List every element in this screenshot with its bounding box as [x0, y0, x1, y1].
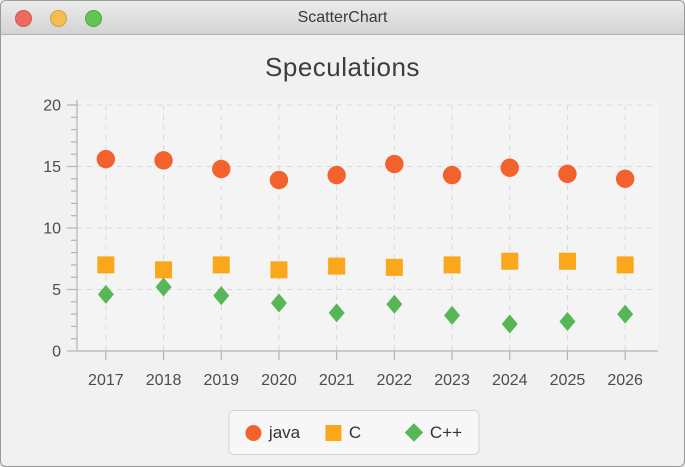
series-C: [97, 252, 634, 279]
circle-icon: [244, 424, 261, 441]
square-icon: [324, 424, 341, 441]
data-point-java-2023: [442, 165, 462, 185]
data-point-C++-2017: [97, 284, 114, 304]
zoom-button[interactable]: [85, 9, 102, 27]
data-point-java-2024: [500, 158, 519, 177]
gridlines: [77, 104, 654, 351]
scatter-plot: 0 5 10 15 20 2017 2018 2019 2020 2021 2022 2023 2024…: [43, 98, 658, 389]
y-tick-label: 0: [52, 344, 61, 361]
data-point-java-2020: [269, 170, 289, 190]
series-java: [96, 149, 635, 190]
x-tick-label: 2022: [377, 372, 413, 389]
y-tick-label: 15: [43, 159, 61, 176]
x-tick-label: 2026: [607, 372, 643, 389]
plot-area: [77, 101, 658, 351]
x-tick-label: 2019: [203, 372, 239, 389]
data-point-java-2018: [154, 151, 173, 170]
data-point-C-2020: [270, 261, 288, 279]
legend-label: C: [348, 422, 362, 442]
window-titlebar[interactable]: ScatterChart: [1, 1, 684, 35]
x-tick-label: 2018: [146, 372, 182, 389]
data-point-java-2025: [558, 164, 577, 184]
legend-item-java: java: [244, 422, 321, 443]
x-tick-label: 2024: [492, 372, 528, 389]
x-tick-label: 2017: [88, 372, 124, 389]
chart-legend: java C C++: [227, 410, 480, 455]
data-point-C-2026: [616, 256, 634, 274]
data-point-java-2017: [96, 149, 116, 169]
legend-item-C: C: [324, 422, 401, 443]
window-controls: [15, 1, 102, 35]
data-point-C++-2019: [213, 286, 230, 306]
x-tick-label: 2021: [319, 372, 355, 389]
data-point-C++-2020: [270, 293, 287, 313]
minimize-button[interactable]: [50, 9, 67, 27]
data-point-C-2025: [558, 252, 576, 270]
data-point-C++-2021: [328, 303, 345, 323]
data-point-C-2024: [501, 252, 519, 270]
legend-label: C++: [429, 422, 463, 442]
data-point-java-2026: [615, 169, 635, 188]
series-C++: [97, 277, 634, 334]
data-point-C++-2023: [444, 305, 461, 325]
data-point-C++-2018: [155, 277, 172, 297]
legend-label: java: [268, 422, 301, 442]
data-point-C-2022: [385, 258, 403, 276]
data-point-C-2017: [97, 256, 115, 274]
data-point-C-2021: [328, 257, 346, 275]
y-tick-label: 20: [43, 98, 61, 115]
y-tick-label: 10: [43, 221, 61, 238]
data-point-C++-2022: [386, 294, 403, 314]
close-button[interactable]: [15, 9, 32, 27]
legend-item-C++: C++: [404, 422, 463, 443]
data-point-C-2023: [443, 256, 461, 274]
diamond-icon: [404, 423, 423, 442]
data-point-java-2022: [385, 154, 404, 174]
data-point-C++-2026: [617, 304, 634, 324]
x-tick-label: 2020: [261, 372, 297, 389]
data-point-C-2018: [155, 261, 173, 279]
x-tick-label: 2025: [550, 372, 586, 389]
window-title: ScatterChart: [297, 9, 388, 26]
axes: [67, 100, 658, 360]
data-point-java-2019: [212, 159, 231, 179]
data-point-C-2019: [212, 256, 230, 274]
data-point-C++-2025: [559, 311, 576, 331]
chart-title: Speculations: [265, 52, 420, 82]
y-tick-label: 5: [52, 282, 61, 299]
data-point-java-2021: [327, 165, 346, 185]
data-point-C++-2024: [501, 314, 518, 334]
x-tick-label: 2023: [434, 372, 470, 389]
